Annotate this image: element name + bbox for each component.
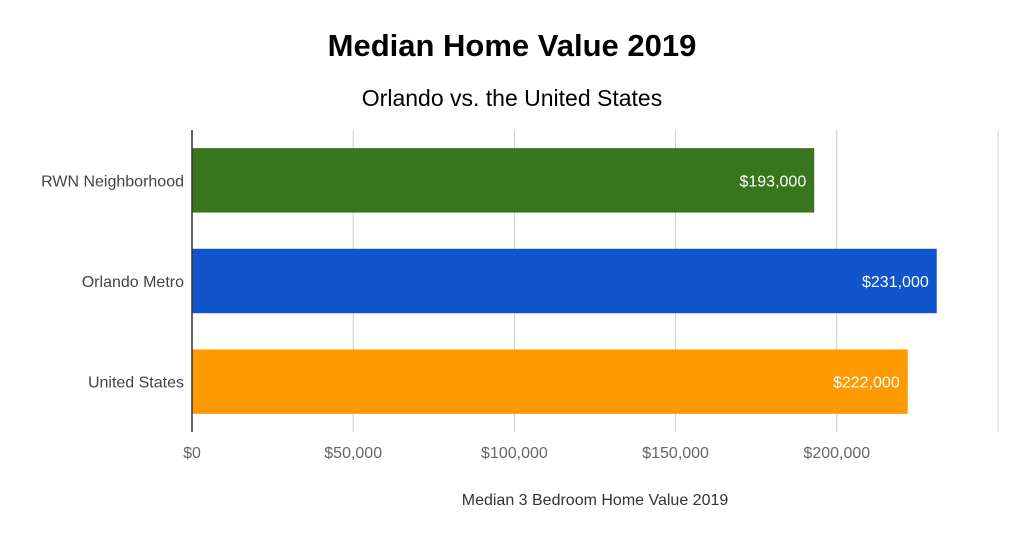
data-label: $222,000 xyxy=(833,375,900,392)
chart-title: Median Home Value 2019 xyxy=(327,28,697,63)
category-label: RWN Neighborhood xyxy=(41,173,184,190)
bar xyxy=(192,248,937,314)
x-tick-label: $0 xyxy=(183,445,201,462)
category-label: Orlando Metro xyxy=(82,274,184,291)
x-tick-label: $100,000 xyxy=(481,445,548,462)
x-tick-label: $150,000 xyxy=(642,445,709,462)
bar xyxy=(192,349,908,414)
chart-subtitle: Orlando vs. the United States xyxy=(361,85,663,111)
bar xyxy=(192,148,815,213)
x-tick-label: $200,000 xyxy=(803,445,870,462)
x-axis-title: Median 3 Bedroom Home Value 2019 xyxy=(462,492,729,509)
category-label: United States xyxy=(88,375,184,392)
x-tick-label: $50,000 xyxy=(324,445,382,462)
data-label: $193,000 xyxy=(739,173,806,190)
data-label: $231,000 xyxy=(862,274,929,291)
